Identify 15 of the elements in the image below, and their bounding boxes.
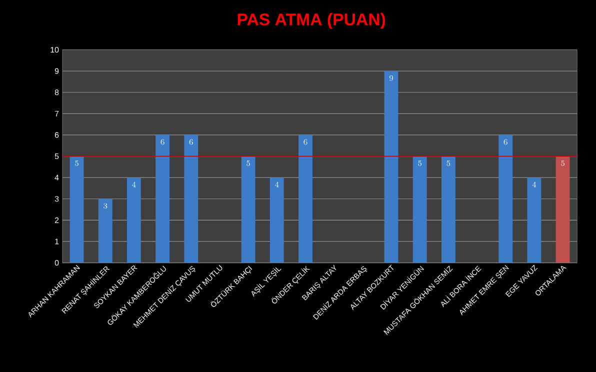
bar [70,156,84,263]
bar [556,156,570,263]
bar [384,70,398,263]
bar [527,177,542,263]
bar [270,177,284,263]
bar [126,177,141,263]
bar [298,134,312,263]
bar [98,198,112,263]
bar [156,134,170,263]
chart-title: PAS ATMA (PUAN) [238,12,386,29]
bar [241,156,256,263]
bar [184,134,198,263]
bar [498,134,513,263]
bar [412,156,427,263]
bar [441,156,456,263]
